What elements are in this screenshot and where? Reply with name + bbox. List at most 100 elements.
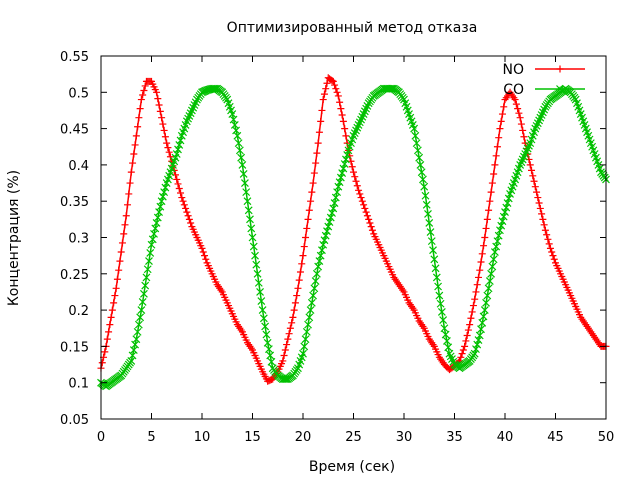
data-point-no [473, 281, 481, 289]
data-point-co [475, 331, 484, 340]
data-point-no [543, 231, 551, 239]
x-tick-label: 25 [345, 430, 362, 445]
data-point-no [284, 335, 292, 343]
data-point-co [239, 170, 248, 178]
data-point-no [305, 206, 313, 214]
data-point-co [487, 269, 496, 278]
data-point-no [365, 215, 373, 223]
data-point-co [264, 345, 273, 354]
data-point-co [325, 218, 334, 226]
data-point-no [117, 248, 125, 256]
data-point-co [161, 183, 170, 192]
x-tick-label: 50 [598, 430, 615, 445]
x-tick-label: 20 [295, 430, 312, 445]
data-point-no [548, 248, 556, 256]
data-point-co [417, 168, 426, 177]
data-point-no [124, 201, 132, 209]
data-point-no [329, 77, 337, 85]
data-point-no [110, 299, 118, 307]
data-point-no [498, 110, 506, 118]
data-point-no [342, 132, 350, 140]
data-point-no [113, 275, 121, 283]
data-point-no [175, 184, 183, 192]
data-point-no [312, 159, 320, 167]
data-point-co [211, 84, 220, 93]
data-point-no [154, 95, 162, 103]
data-point-no [313, 149, 321, 157]
data-point-no [540, 221, 548, 229]
data-point-co [503, 199, 512, 207]
data-point-no [488, 179, 496, 187]
data-point-no [199, 248, 207, 256]
data-point-no [159, 120, 167, 128]
data-point-no [360, 201, 368, 209]
data-point-no [202, 255, 210, 263]
data-point-co [470, 349, 479, 358]
data-point-no [174, 180, 182, 188]
data-point-co [256, 288, 264, 296]
data-point-no [463, 332, 471, 340]
data-point-no [166, 153, 174, 161]
data-point-co [145, 257, 153, 266]
data-point-no [156, 107, 164, 115]
y-tick-label: 0.35 [60, 195, 89, 210]
data-point-co [424, 209, 432, 218]
data-point-no [339, 117, 347, 125]
data-point-no [131, 141, 139, 149]
y-tick-label: 0.1 [68, 377, 89, 392]
data-point-no [107, 313, 115, 321]
data-point-no [516, 114, 524, 122]
data-point-co [412, 139, 421, 148]
data-point-no [286, 324, 294, 332]
data-point-no [348, 163, 356, 171]
data-point-co [501, 208, 509, 217]
y-tick-label: 0.3 [68, 232, 89, 247]
data-point-co [432, 273, 441, 282]
data-point-no [545, 240, 553, 248]
data-point-no [187, 219, 195, 227]
data-point-co [174, 145, 182, 154]
data-point-co [133, 327, 142, 336]
y-tick-label: 0.55 [60, 50, 89, 65]
data-point-no [487, 188, 495, 196]
data-point-co [441, 330, 450, 339]
data-point-no [164, 144, 172, 152]
data-point-no [173, 175, 181, 183]
chart-title: Оптимизированный метод отказа [227, 20, 478, 36]
data-point-co [306, 306, 315, 315]
data-point-no [291, 299, 299, 307]
data-point-co [141, 281, 150, 290]
data-point-no [363, 212, 371, 220]
data-point-no [307, 197, 315, 205]
data-point-co [440, 324, 449, 333]
x-tick-label: 0 [97, 430, 105, 445]
data-point-no [98, 359, 106, 367]
data-point-no [526, 161, 534, 169]
data-point-co [413, 146, 422, 155]
data-point-co [310, 284, 319, 293]
data-point-no [120, 230, 128, 238]
data-point-no [357, 194, 365, 202]
data-point-no [283, 341, 291, 349]
data-point-co [497, 221, 506, 230]
data-point-co [498, 217, 507, 226]
data-point-co [410, 124, 419, 133]
x-tick-label: 5 [147, 430, 155, 445]
data-point-no [185, 215, 193, 223]
data-point-co [238, 160, 247, 169]
data-point-no [493, 143, 501, 151]
plot-frame [100, 55, 607, 420]
data-point-co [478, 318, 487, 327]
data-point-no [539, 215, 547, 223]
data-point-co [338, 169, 347, 177]
data-point-no [550, 255, 558, 263]
data-point-no [514, 105, 522, 113]
data-point-no [116, 257, 124, 265]
data-point-co [160, 188, 169, 197]
data-point-no [511, 96, 519, 104]
data-point-co [304, 320, 312, 329]
data-point-no [512, 100, 520, 108]
data-point-co [502, 203, 511, 212]
x-tick-label: 30 [396, 430, 413, 445]
data-point-co [300, 342, 309, 351]
